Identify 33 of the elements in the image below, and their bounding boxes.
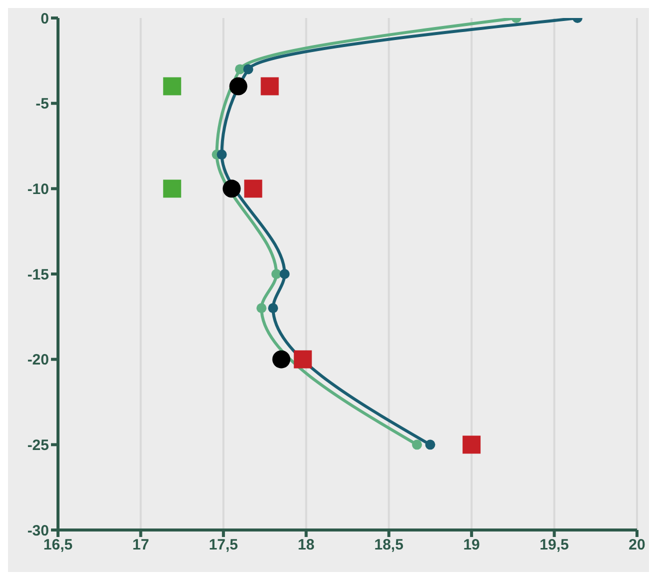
point [244,180,262,198]
y-tick-label: -5 [36,96,49,113]
point [234,64,245,74]
point [163,180,182,198]
point [412,440,422,450]
point [222,180,241,198]
point [272,350,290,368]
point [163,77,182,96]
point [294,350,312,368]
point [256,303,266,314]
point [260,77,279,96]
point [216,150,227,160]
x-tick-label: 17 [132,536,150,554]
x-tick-label: 19 [463,536,480,554]
x-tick-label: 17,5 [208,536,238,554]
x-tick-label: 19,5 [540,536,569,554]
point [268,303,278,314]
x-tick-label: 18 [298,536,314,554]
y-tick-label: 0 [40,10,49,28]
y-tick-label: -15 [27,266,49,284]
y-tick-label: -20 [27,352,49,369]
x-tick-label: 20 [628,536,646,554]
point [271,269,282,279]
point [229,77,248,96]
y-tick-label: -10 [27,180,49,198]
y-tick-label: -30 [27,522,49,540]
point [462,436,481,454]
x-tick-label: 16,5 [43,536,73,554]
x-tick-label: 18,5 [374,536,404,554]
point [280,269,290,279]
point [243,64,254,74]
point [425,440,436,450]
y-tick-label: -25 [27,436,49,454]
